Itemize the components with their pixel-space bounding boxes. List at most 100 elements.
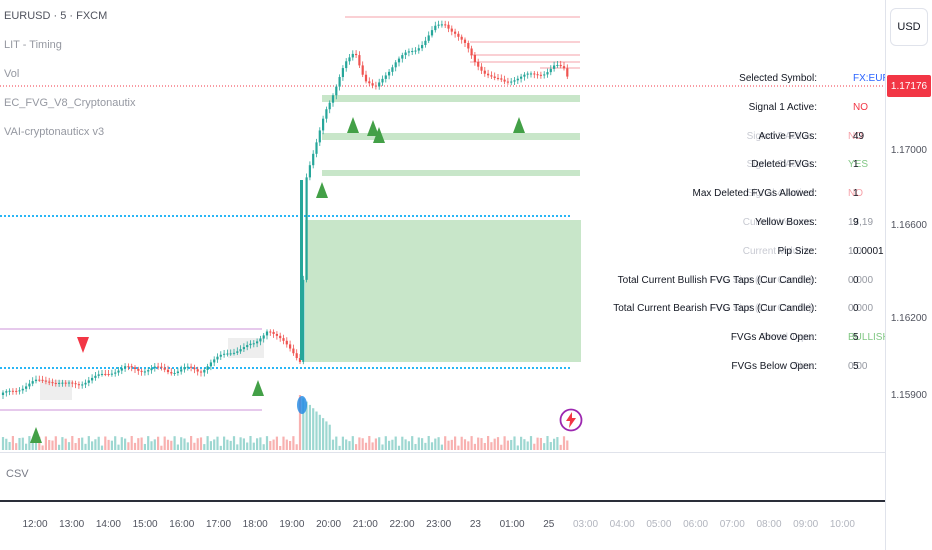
volume-bar [358,437,361,450]
time-tick: 14:00 [95,519,121,530]
volume-bar [318,414,321,450]
buy-signal-arrow [30,427,42,443]
candle [170,372,173,374]
indicator-lit-timing[interactable]: LIT - Timing [4,39,62,51]
info-ghost-value: YES [848,159,869,171]
candle [11,390,14,392]
volume-bar [34,439,38,450]
volume-bar [308,404,311,450]
volume-bar [447,440,450,450]
impulse-candle [300,180,303,360]
candle [312,153,315,166]
info-label: Deleted FVGs: [751,159,817,171]
volume-bar [157,436,160,450]
volume-bar [444,436,447,450]
candle [292,348,295,354]
info-row: Signal 2 Active: NO Active FVGs: 49 [690,124,885,153]
buy-signal-arrow [347,117,359,133]
volume-bar [147,436,150,450]
price-tick: 1.16200 [890,313,927,324]
candle [229,353,232,355]
candle [203,369,206,373]
buy-signal-arrow [252,380,264,396]
volume-bar [54,436,57,450]
price-chart[interactable] [0,0,885,452]
candle [34,379,38,382]
candle [457,33,460,37]
candle [87,380,90,383]
candle [71,382,74,384]
candle [520,76,523,79]
candle [272,331,275,334]
csv-subpane[interactable]: CSV [0,452,885,501]
volume-bar [335,436,338,450]
volume-bar [117,444,120,450]
info-value: 9 [853,216,859,228]
candle [388,71,391,76]
candle [549,68,552,73]
pane-divider[interactable] [0,500,932,502]
volume-bar [437,437,440,450]
volume-bar [176,444,179,450]
candle [67,382,71,384]
candle [404,52,407,56]
info-ghost-value: 1.0 [848,245,862,257]
volume-bar [543,443,546,450]
currency-button[interactable]: USD [890,8,928,46]
volume-bar [490,442,493,450]
candle [417,48,420,51]
time-tick: 04:00 [609,519,635,530]
volume-bar [553,438,556,450]
indicator-ec-fvg[interactable]: EC_FVG_V8_Cryptonautix [4,97,136,109]
price-tick: 1.17000 [890,145,927,156]
volume-bar [513,436,516,450]
indicator-vai[interactable]: VAI-cryptonauticx v3 [4,126,105,138]
candle [483,70,486,74]
volume-bar [110,440,113,450]
time-tick: 09:00 [793,519,819,530]
symbol-header[interactable]: EURUSD · 5 · FXCM [4,10,108,22]
volume-bar [473,443,476,450]
info-label: FVGs Below Open: [731,360,817,372]
candle [325,109,328,119]
indicator-vol[interactable]: Vol [4,68,20,80]
volume-bar [361,438,364,450]
volume-bar [477,437,480,450]
volume-bar [137,438,140,450]
volume-bar [371,442,374,450]
time-tick: 19:00 [279,519,305,530]
volume-bar [259,437,262,450]
chart-area[interactable]: EURUSD · 5 · FXCM LIT - Timing Vol EC_FV… [0,0,885,452]
candle [114,372,117,374]
candle [239,349,242,352]
volume-bar [91,441,94,450]
candle [315,142,318,154]
lightning-bolt-icon[interactable] [559,408,583,432]
volume-bar [25,443,28,450]
info-ghost-label: Trend Type: [762,332,815,344]
volume-bar [546,436,549,450]
candle [58,382,61,384]
volume-bar [520,436,523,450]
candle [454,31,457,34]
volume-bar [391,439,394,450]
candle [8,390,11,392]
time-tick: 05:00 [646,519,672,530]
volume-bar [378,437,381,450]
time-tick: 17:00 [205,519,232,530]
time-tick: 07:00 [719,519,745,530]
time-axis[interactable]: 12:00 13:00 14:00 15:00 16:00 17:00 18:00 19:00… [0,512,885,550]
candle [391,67,394,72]
candle [176,371,179,373]
range-box [228,338,264,358]
volume-bar [510,439,513,450]
volume-bar [166,439,170,450]
volume-bar [272,439,275,450]
candle [28,383,31,387]
candle [480,66,483,71]
volume-bar [364,442,368,450]
volume-bar [262,444,265,450]
volume-bar [289,441,292,450]
fvg-zone [305,220,581,362]
info-row: Current Volume: 13,19 Yellow Boxes: 9 [690,210,885,239]
